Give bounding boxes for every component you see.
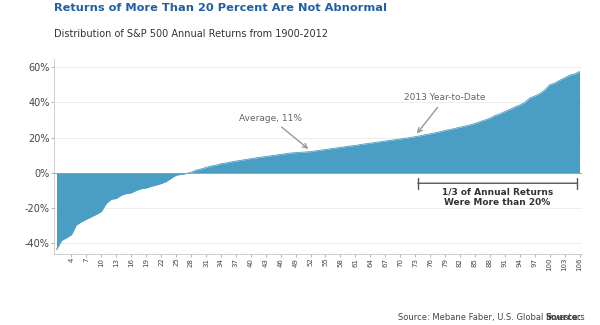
Text: 1/3 of Annual Returns
Were More than 20%: 1/3 of Annual Returns Were More than 20% (442, 188, 553, 207)
Text: Source: Mebane Faber, U.S. Global Investors: Source: Mebane Faber, U.S. Global Invest… (398, 313, 585, 322)
Text: Returns of More Than 20 Percent Are Not Abnormal: Returns of More Than 20 Percent Are Not … (54, 3, 387, 13)
Text: 2013 Year-to-Date: 2013 Year-to-Date (404, 93, 486, 132)
Text: Average, 11%: Average, 11% (239, 114, 307, 148)
Text: Source:: Source: (546, 313, 582, 322)
Text: Distribution of S&P 500 Annual Returns from 1900-2012: Distribution of S&P 500 Annual Returns f… (54, 29, 328, 39)
